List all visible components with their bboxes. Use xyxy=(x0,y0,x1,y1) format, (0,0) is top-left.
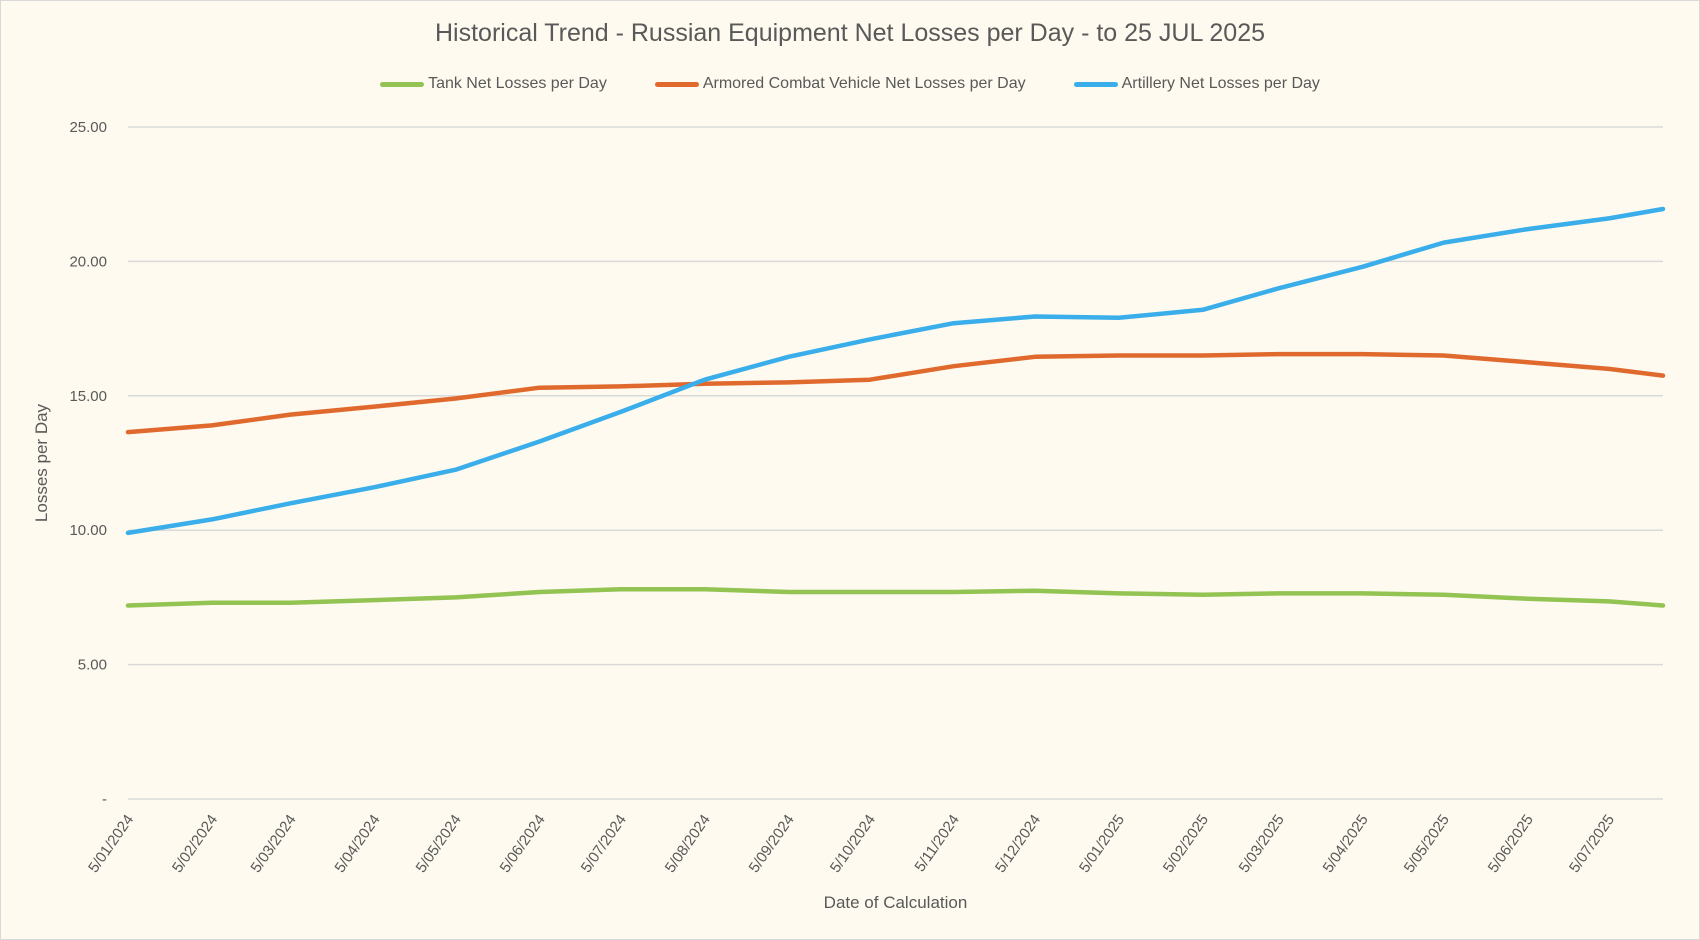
y-axis-title: Losses per Day xyxy=(32,403,51,522)
x-tick-label: 5/07/2024 xyxy=(578,812,630,876)
x-tick-label: 5/08/2024 xyxy=(662,812,714,876)
x-tick-label: 5/01/2025 xyxy=(1076,812,1128,876)
x-tick-label: 5/06/2025 xyxy=(1485,812,1537,876)
x-tick-label: 5/05/2024 xyxy=(413,812,465,876)
x-tick-label: 5/02/2024 xyxy=(169,812,221,876)
x-tick-label: 5/03/2024 xyxy=(248,812,300,876)
legend-item-tank: Tank Net Losses per Day xyxy=(380,75,607,93)
x-tick-label: 5/03/2025 xyxy=(1236,812,1288,876)
legend-swatch xyxy=(654,81,699,87)
series-line-2 xyxy=(125,206,1666,536)
x-axis-title: Date of Calculation xyxy=(824,893,968,912)
legend-label: Tank Net Losses per Day xyxy=(428,75,607,92)
x-tick-label: 5/07/2025 xyxy=(1566,812,1618,876)
y-tick-label: 20.00 xyxy=(69,253,107,270)
legend-label: Armored Combat Vehicle Net Losses per Da… xyxy=(702,75,1026,92)
x-tick-label: 5/04/2024 xyxy=(331,812,383,876)
x-tick-label: 5/11/2024 xyxy=(911,812,963,876)
y-tick-label: 5.00 xyxy=(78,657,107,674)
series-line-0 xyxy=(125,587,1666,608)
x-tick-label: 5/09/2024 xyxy=(746,812,798,876)
legend-swatch xyxy=(380,81,425,87)
x-tick-label: 5/12/2024 xyxy=(992,812,1044,876)
y-tick-label: 15.00 xyxy=(69,388,107,405)
y-tick-label: 10.00 xyxy=(69,522,107,539)
y-tick-label: 25.00 xyxy=(69,119,107,136)
legend-label: Artillery Net Losses per Day xyxy=(1121,75,1320,92)
x-tick-label: 5/05/2025 xyxy=(1401,812,1453,876)
legend-item-artillery: Artillery Net Losses per Day xyxy=(1073,75,1320,93)
x-tick-label: 5/06/2024 xyxy=(497,812,549,876)
legend-swatch xyxy=(1073,81,1118,87)
chart-title: Historical Trend - Russian Equipment Net… xyxy=(434,19,1266,47)
legend-item-acv: Armored Combat Vehicle Net Losses per Da… xyxy=(654,75,1026,93)
y-tick-label: - xyxy=(102,791,107,808)
x-tick-label: 5/02/2025 xyxy=(1160,812,1212,876)
legend: Tank Net Losses per Day Armored Combat V… xyxy=(1,75,1699,93)
x-tick-label: 5/04/2025 xyxy=(1320,812,1372,876)
series-line-1 xyxy=(125,351,1666,435)
x-tick-label: 5/10/2024 xyxy=(827,812,879,876)
x-tick-label: 5/01/2024 xyxy=(85,812,137,876)
